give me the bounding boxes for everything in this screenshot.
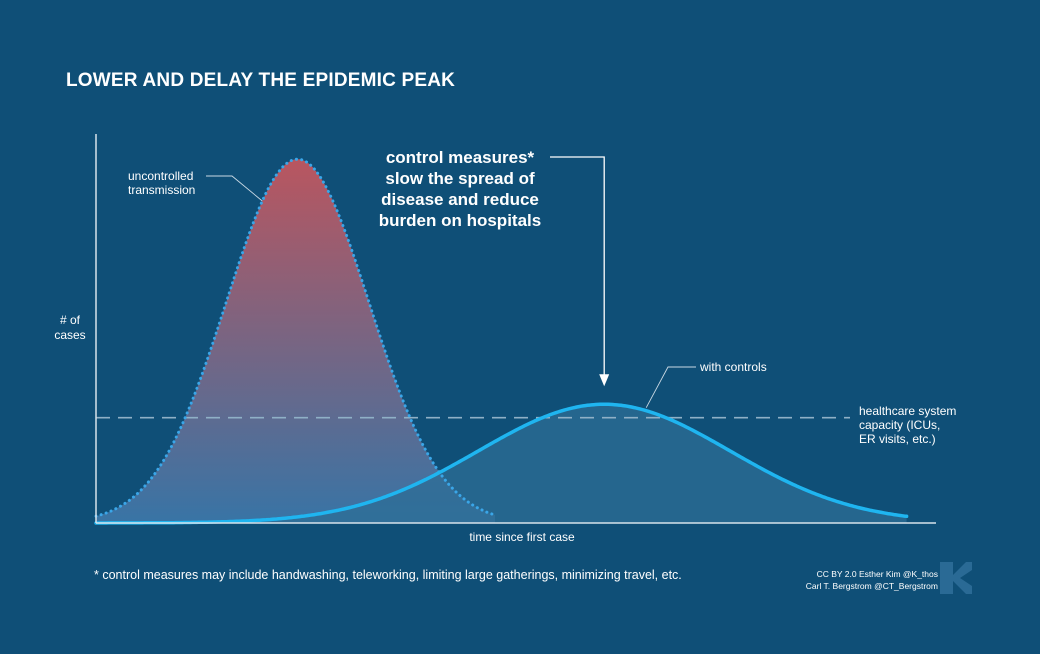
- control-measures-annotation-line-2: slow the spread of: [385, 169, 535, 188]
- credits: CC BY 2.0 Esther Kim @K_thos Carl T. Ber…: [806, 568, 938, 592]
- y-axis-label-line-2: cases: [54, 328, 85, 342]
- controlled-label: with controls: [699, 360, 767, 374]
- chart-title: LOWER AND DELAY THE EPIDEMIC PEAK: [66, 70, 456, 91]
- controlled-leader-line: [645, 366, 696, 408]
- control-measures-annotation-line-4: burden on hospitals: [379, 211, 541, 230]
- uncontrolled-line: [94, 157, 497, 518]
- annotation-arrow-line: [550, 156, 605, 379]
- annotation-arrow-head: [599, 374, 610, 387]
- control-measures-annotation-line-3: disease and reduce: [381, 190, 539, 209]
- uncontrolled-area: [96, 159, 495, 523]
- footnote: * control measures may include handwashi…: [94, 568, 682, 582]
- x-axis-label: time since first case: [469, 530, 575, 544]
- k-logo-icon: [940, 562, 972, 594]
- y-axis-label: # of cases: [54, 313, 85, 342]
- control-measures-annotation-line-1: control measures*: [386, 148, 535, 167]
- uncontrolled-label-line-1: uncontrolled: [128, 169, 193, 183]
- uncontrolled-leader-line: [206, 175, 263, 202]
- capacity-label-line-1: healthcare system: [859, 404, 956, 418]
- uncontrolled-label-line-2: transmission: [128, 183, 195, 197]
- uncontrolled-label: uncontrolled transmission: [128, 169, 195, 197]
- credits-line-1: CC BY 2.0 Esther Kim @K_thos: [816, 569, 938, 579]
- control-measures-annotation: control measures* slow the spread of disea…: [379, 148, 541, 230]
- credits-line-2: Carl T. Bergstrom @CT_Bergstrom: [805, 581, 938, 591]
- y-axis-label-line-1: # of: [60, 313, 81, 327]
- controlled-label-line-1: with controls: [699, 360, 767, 374]
- controlled-area: [96, 404, 907, 523]
- controlled-line: [94, 402, 909, 525]
- capacity-label: healthcare system capacity (ICUs, ER visit…: [859, 404, 956, 446]
- capacity-label-line-2: capacity (ICUs,: [859, 418, 940, 432]
- capacity-label-line-3: ER visits, etc.): [859, 432, 936, 446]
